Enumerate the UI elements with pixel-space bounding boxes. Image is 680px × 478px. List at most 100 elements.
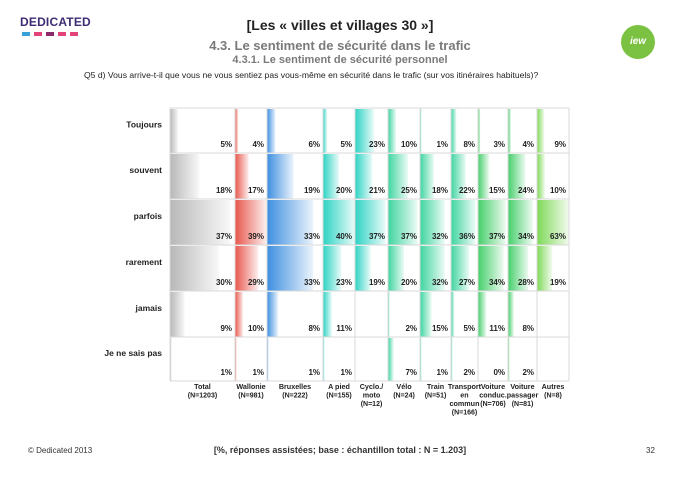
bar	[478, 246, 504, 291]
value-label: 18%	[216, 186, 232, 195]
value-label: 5%	[463, 324, 475, 333]
bar	[267, 292, 279, 337]
value-label: 39%	[248, 232, 264, 241]
iew-logo-icon: iew	[621, 25, 655, 59]
bar	[323, 338, 325, 381]
bar	[388, 292, 390, 337]
bar	[451, 246, 470, 291]
bar	[323, 246, 342, 291]
bar	[267, 109, 276, 153]
value-label: 32%	[432, 232, 448, 241]
column-base: (N=981)	[238, 393, 263, 400]
bar	[170, 246, 219, 291]
value-label: 1%	[436, 368, 448, 377]
value-label: 36%	[459, 232, 475, 241]
bar	[170, 109, 179, 153]
value-label: 34%	[518, 232, 534, 241]
column-base: (N=81)	[512, 401, 534, 408]
bar	[420, 109, 422, 153]
column-base: (N=8)	[544, 393, 562, 400]
brand-dot	[58, 32, 66, 36]
page-number: 32	[646, 446, 655, 455]
bar	[451, 109, 457, 153]
bar	[478, 292, 487, 337]
bar	[388, 109, 396, 153]
value-label: 20%	[401, 278, 417, 287]
value-label: 5%	[220, 140, 232, 149]
bar	[508, 109, 511, 153]
value-label: 3%	[493, 140, 505, 149]
column-base: (N=51)	[425, 393, 447, 400]
bar	[420, 246, 445, 291]
bar	[267, 154, 294, 199]
column-label: Voiture conduc.	[479, 382, 507, 400]
value-label: 18%	[432, 186, 448, 195]
column-label: Vélo	[396, 382, 412, 391]
value-label: 33%	[304, 232, 320, 241]
value-label: 10%	[248, 324, 264, 333]
brand-dots-icon	[22, 32, 92, 38]
value-label: 40%	[336, 232, 352, 241]
bar	[508, 292, 514, 337]
value-label: 37%	[216, 232, 232, 241]
column-label: Total	[194, 382, 211, 391]
value-label: 37%	[489, 232, 505, 241]
value-label: 2%	[405, 324, 417, 333]
value-label: 19%	[369, 278, 385, 287]
bar	[420, 292, 432, 337]
subsection-title: 4.3.1. Le sentiment de sécurité personne…	[232, 54, 448, 66]
row-label: parfois	[134, 211, 163, 221]
column-label: Cyclo./moto	[360, 382, 384, 400]
column-base: (N=12)	[361, 401, 383, 408]
brand-dot	[70, 32, 78, 36]
value-label: 17%	[248, 186, 264, 195]
footer-base-note: [%, réponses assistées; base : échantill…	[213, 445, 467, 455]
bar	[388, 200, 418, 245]
bar	[323, 292, 332, 337]
value-label: 8%	[522, 324, 534, 333]
value-label: 4%	[522, 140, 534, 149]
bar	[478, 109, 481, 153]
column-label: Transport en commun	[448, 382, 482, 408]
column-base: (N=166)	[452, 410, 477, 417]
row-label: souvent	[129, 165, 162, 175]
bar	[451, 200, 476, 245]
value-label: 29%	[248, 278, 264, 287]
row-label: jamais	[135, 303, 163, 313]
bar	[508, 154, 526, 199]
bar	[537, 109, 545, 153]
value-label: 1%	[436, 140, 448, 149]
bar	[420, 154, 434, 199]
column-base: (N=222)	[282, 393, 307, 400]
value-label: 7%	[405, 368, 417, 377]
bar	[451, 154, 466, 199]
value-label: 4%	[252, 140, 264, 149]
column-label: Bruxelles	[279, 382, 311, 391]
value-label: 23%	[336, 278, 352, 287]
bar	[235, 200, 267, 245]
section-title: 4.3. Le sentiment de sécurité dans le tr…	[209, 38, 471, 53]
column-base: (N=1203)	[188, 393, 217, 400]
bar	[170, 338, 172, 381]
value-label: 25%	[401, 186, 417, 195]
column-label: A pied	[328, 382, 350, 391]
bar	[267, 338, 269, 381]
value-label: 1%	[340, 368, 352, 377]
value-label: 1%	[252, 368, 264, 377]
bar	[323, 154, 339, 199]
value-label: 28%	[518, 278, 534, 287]
bar	[355, 246, 371, 291]
bar	[267, 246, 314, 291]
bar	[478, 154, 490, 199]
column-base: (N=24)	[393, 393, 415, 400]
bar	[235, 109, 239, 153]
bar	[451, 292, 455, 337]
bar	[355, 154, 373, 199]
bar	[388, 338, 394, 381]
presentation-title: [Les « villes et villages 30 »]	[246, 17, 434, 33]
value-label: 10%	[401, 140, 417, 149]
row-label: Je ne sais pas	[104, 348, 162, 358]
value-label: 34%	[489, 278, 505, 287]
bar	[355, 200, 386, 245]
